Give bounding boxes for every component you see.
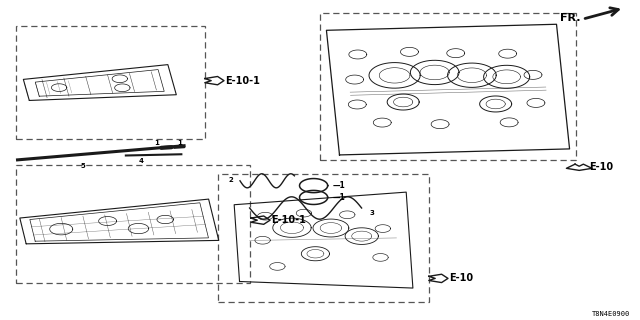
Bar [16,165,250,283]
Text: 2: 2 [229,177,234,183]
Bar [218,174,429,302]
Text: —1: —1 [333,193,346,202]
Text: E-10: E-10 [449,273,474,284]
Text: E-10: E-10 [589,162,613,172]
Text: 1: 1 [177,140,182,146]
Text: —1: —1 [333,181,346,190]
Text: 5: 5 [81,163,86,169]
Text: 1: 1 [154,140,159,146]
Text: E-10-1: E-10-1 [225,76,260,86]
Text: E-10-1: E-10-1 [271,215,306,225]
Text: 4: 4 [138,158,143,164]
Text: T8N4E0900: T8N4E0900 [592,311,630,317]
Text: 3: 3 [369,210,374,216]
Bar [320,13,576,160]
Text: FR.: FR. [560,13,580,23]
Bar [16,26,205,139]
